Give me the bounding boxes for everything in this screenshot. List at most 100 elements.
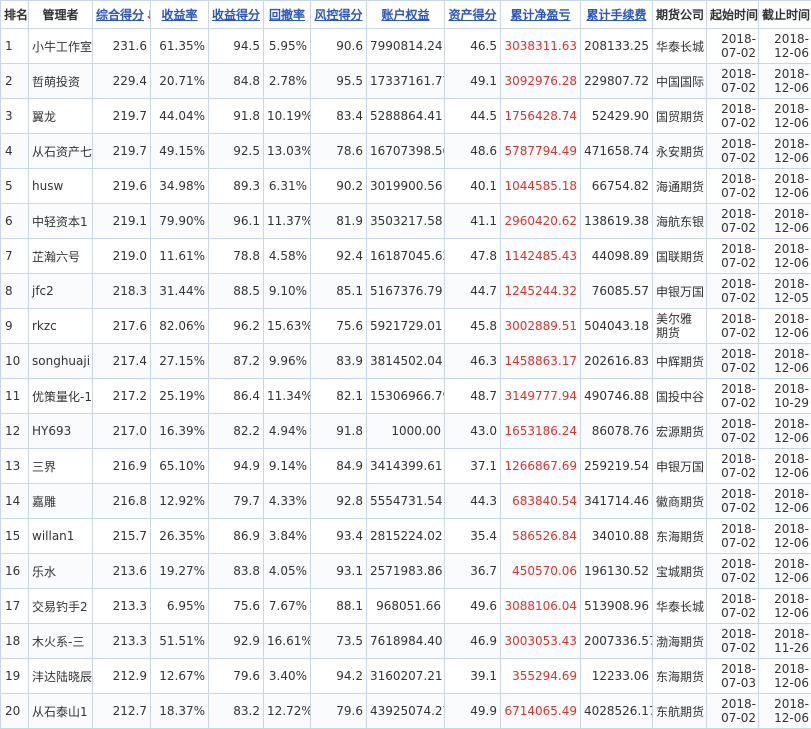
manager-link[interactable]: 芷瀚六号 [29,239,93,274]
total-score-cell: 231.6 [93,29,151,64]
return-rate-cell: 11.61% [151,239,209,274]
sort-total-score[interactable]: 综合得分↓ [93,1,151,29]
fees-cell: 229807.72 [581,64,653,99]
return-score-cell: 83.2 [209,694,264,729]
total-score-cell: 213.3 [93,589,151,624]
asset-score-cell: 45.8 [445,309,501,344]
manager-link[interactable]: 三界 [29,449,93,484]
net-pnl-cell: 3038311.63 [501,29,581,64]
manager-link[interactable]: 嘉雕 [29,484,93,519]
start-month-day: 07-03 [710,676,756,690]
net-pnl-cell: 3002889.51 [501,309,581,344]
header-end-time: 截止时间 [759,1,811,29]
sort-return-rate[interactable]: 收益率 [151,1,209,29]
asset-score-cell: 37.1 [445,449,501,484]
return-score-cell: 94.5 [209,29,264,64]
manager-link[interactable]: 沣达陆晓辰 [29,659,93,694]
manager-link[interactable]: 从石资产七 [29,134,93,169]
return-rate-cell: 27.15% [151,344,209,379]
start-month-day: 07-02 [710,571,756,585]
rank-cell: 12 [1,414,29,449]
net-pnl-cell: 1458863.17 [501,344,581,379]
return-score-cell: 92.5 [209,134,264,169]
company-cell: 申银万国 [653,274,707,309]
start-year: 2018- [710,627,756,641]
rank-cell: 4 [1,134,29,169]
start-year: 2018- [710,172,756,186]
fees-cell: 4028526.17 [581,694,653,729]
fees-cell: 138619.38 [581,204,653,239]
asset-score-cell: 44.7 [445,274,501,309]
manager-link[interactable]: willan1 [29,519,93,554]
manager-link[interactable]: 小牛工作室 [29,29,93,64]
manager-link[interactable]: 哲萌投资 [29,64,93,99]
rank-cell: 20 [1,694,29,729]
start-year: 2018- [710,487,756,501]
company-cell: 徽商期货 [653,484,707,519]
start-month-day: 07-02 [710,326,756,340]
return-rate-cell: 16.39% [151,414,209,449]
manager-link[interactable]: husw [29,169,93,204]
risk-score-cell: 79.6 [311,694,367,729]
manager-link[interactable]: HY693 [29,414,93,449]
sort-asset-score[interactable]: 资产得分 [445,1,501,29]
manager-link[interactable]: 中轻资本1 [29,204,93,239]
total-score-cell: 212.7 [93,694,151,729]
start-year: 2018- [710,522,756,536]
company-cell: 海航东银 [653,204,707,239]
manager-link[interactable]: rkzc [29,309,93,344]
sort-net-pnl[interactable]: 累计净盈亏 [501,1,581,29]
end-time-cell: 2018-12-06 [759,64,811,99]
rank-cell: 7 [1,239,29,274]
return-score-cell: 87.2 [209,344,264,379]
manager-link[interactable]: 优策量化-1 [29,379,93,414]
manager-link[interactable]: 木火系-三 [29,624,93,659]
equity-cell: 3503217.58 [367,204,445,239]
rank-cell: 3 [1,99,29,134]
header-start-time: 起始时间 [707,1,759,29]
company-cell: 宝城期货 [653,554,707,589]
asset-score-cell: 46.3 [445,344,501,379]
manager-link[interactable]: jfc2 [29,274,93,309]
return-score-cell: 88.5 [209,274,264,309]
end-month-day: 12-06 [762,501,809,515]
start-month-day: 07-02 [710,81,756,95]
net-pnl-cell: 3092976.28 [501,64,581,99]
drawdown-cell: 9.10% [264,274,311,309]
start-month-day: 07-02 [710,46,756,60]
equity-cell: 7990814.24 [367,29,445,64]
sort-return-score[interactable]: 收益得分 [209,1,264,29]
sort-fees[interactable]: 累计手续费 [581,1,653,29]
manager-link[interactable]: 从石泰山1 [29,694,93,729]
fees-cell: 341714.46 [581,484,653,519]
total-score-cell: 229.4 [93,64,151,99]
sort-risk-score[interactable]: 风控得分 [311,1,367,29]
manager-link[interactable]: 交易钓手2 [29,589,93,624]
manager-link[interactable]: 乐水 [29,554,93,589]
return-rate-cell: 19.27% [151,554,209,589]
risk-score-cell: 90.6 [311,29,367,64]
sort-equity[interactable]: 账户权益 [367,1,445,29]
end-year: 2018- [762,207,809,221]
risk-score-cell: 93.1 [311,554,367,589]
drawdown-cell: 3.84% [264,519,311,554]
net-pnl-cell: 1266867.69 [501,449,581,484]
manager-link[interactable]: 翼龙 [29,99,93,134]
fees-cell: 76085.57 [581,274,653,309]
return-rate-cell: 26.35% [151,519,209,554]
total-score-cell: 219.1 [93,204,151,239]
end-time-cell: 2018-12-06 [759,554,811,589]
end-year: 2018- [762,592,809,606]
fees-cell: 2007336.57 [581,624,653,659]
sort-drawdown[interactable]: 回撤率 [264,1,311,29]
total-score-cell: 217.4 [93,344,151,379]
end-year: 2018- [762,347,809,361]
manager-link[interactable]: songhuaji [29,344,93,379]
start-time-cell: 2018-07-02 [707,484,759,519]
rank-cell: 6 [1,204,29,239]
total-score-cell: 216.9 [93,449,151,484]
end-time-cell: 2018-12-06 [759,344,811,379]
start-year: 2018- [710,207,756,221]
